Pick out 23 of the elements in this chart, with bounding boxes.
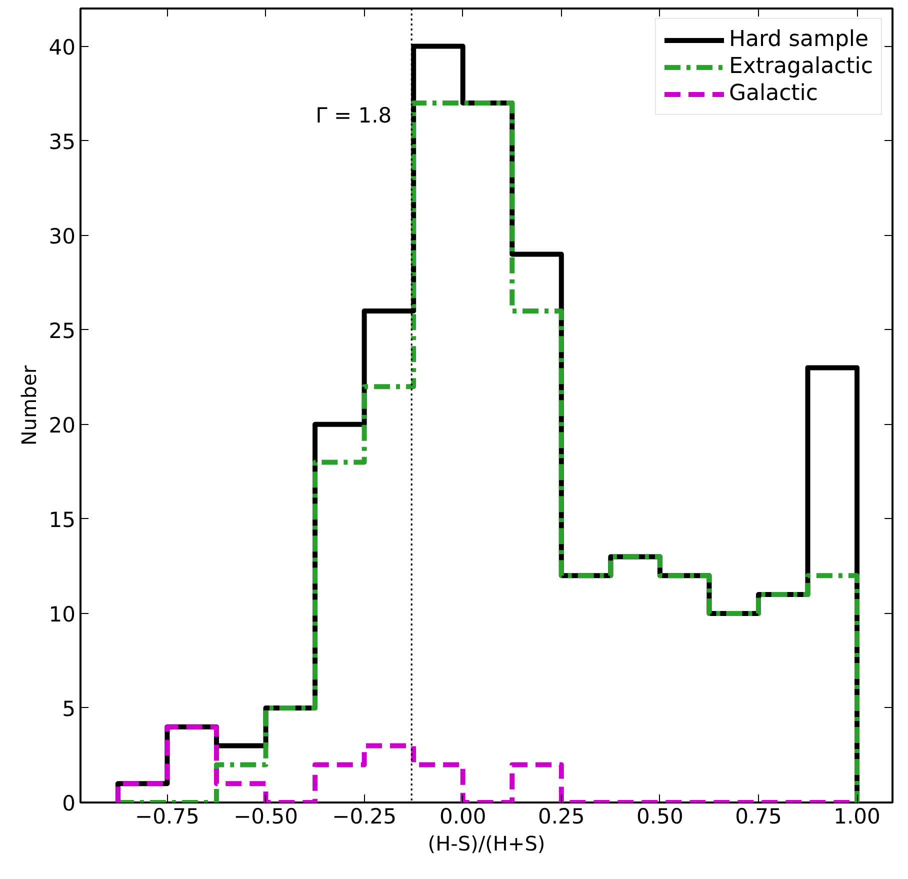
- legend-label: Galactic: [728, 81, 818, 106]
- x-tick-label: −0.50: [234, 804, 298, 828]
- y-tick-label: 0: [62, 792, 76, 816]
- y-axis-title: Number: [16, 364, 41, 446]
- legend-label: Extragalactic: [728, 54, 873, 79]
- y-tick-label: 25: [48, 318, 76, 343]
- legend-label: Hard sample: [728, 27, 869, 52]
- y-tick-label: 20: [48, 413, 76, 438]
- x-tick-label: 0.75: [735, 804, 782, 828]
- x-tick-label: 0.00: [439, 804, 486, 828]
- annotation: Γ = 1.8: [316, 104, 392, 128]
- x-tick-label: 0.50: [636, 804, 684, 828]
- y-tick-label: 30: [48, 224, 76, 248]
- x-tick-label: −0.25: [332, 804, 396, 828]
- x-tick-label: 1.00: [834, 804, 880, 828]
- x-axis-title: (H-S)/(H+S): [428, 832, 546, 856]
- x-tick-label: 0.25: [538, 804, 585, 828]
- y-tick-label: 15: [48, 508, 76, 532]
- y-tick-label: 40: [48, 35, 76, 60]
- x-tick-label: −0.75: [135, 804, 200, 828]
- y-tick-label: 10: [48, 602, 76, 626]
- y-tick-label: 35: [48, 130, 76, 154]
- y-tick-label: 5: [62, 696, 76, 721]
